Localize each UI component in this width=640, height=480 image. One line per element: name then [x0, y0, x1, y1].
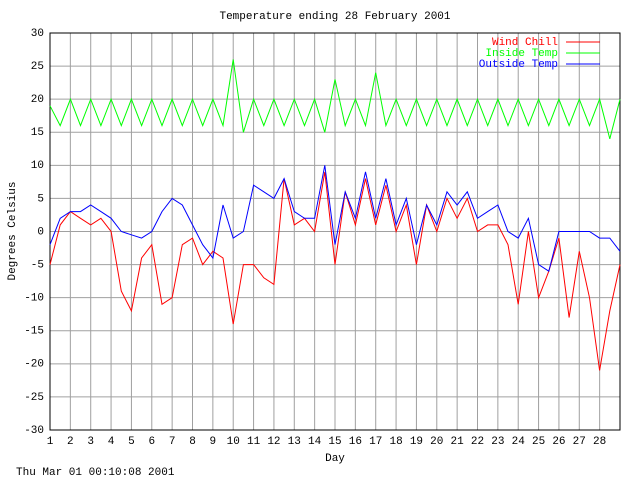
- y-tick-label: 0: [37, 226, 44, 238]
- x-tick-label: 3: [87, 436, 94, 448]
- y-tick-label: -20: [24, 359, 44, 371]
- y-tick-label: 25: [31, 61, 44, 73]
- y-tick-label: -5: [31, 259, 44, 271]
- series-line: [49, 165, 621, 272]
- x-tick-label: 14: [308, 436, 322, 448]
- y-tick-label: -10: [24, 293, 44, 305]
- x-tick-label: 25: [532, 436, 545, 448]
- x-tick-label: 24: [512, 436, 526, 448]
- legend-label: Outside Temp: [479, 59, 558, 71]
- x-tick-label: 6: [148, 436, 155, 448]
- y-tick-label: -15: [24, 326, 44, 338]
- x-tick-label: 22: [471, 436, 484, 448]
- y-tick-label: 5: [37, 193, 44, 205]
- x-tick-label: 16: [349, 436, 362, 448]
- y-axis-label: Degrees Celsius: [7, 181, 19, 280]
- x-tick-label: 9: [210, 436, 217, 448]
- x-tick-label: 10: [227, 436, 240, 448]
- x-tick-label: 26: [552, 436, 565, 448]
- x-tick-label: 19: [410, 436, 423, 448]
- x-tick-label: 23: [491, 436, 504, 448]
- x-tick-label: 1: [47, 436, 54, 448]
- y-tick-label: 10: [31, 160, 44, 172]
- x-axis-label: Day: [325, 453, 345, 465]
- x-tick-label: 20: [430, 436, 443, 448]
- x-tick-label: 21: [451, 436, 465, 448]
- plot-frame: [49, 32, 621, 431]
- x-tick-label: 8: [189, 436, 196, 448]
- x-tick-label: 17: [369, 436, 382, 448]
- y-tick-label: 15: [31, 127, 44, 139]
- y-tick-label: 20: [31, 94, 44, 106]
- x-tick-label: 5: [128, 436, 135, 448]
- legend-label: Inside Temp: [485, 48, 558, 60]
- x-tick-label: 4: [108, 436, 115, 448]
- x-tick-label: 15: [328, 436, 341, 448]
- x-tick-label: 28: [593, 436, 606, 448]
- x-tick-label: 11: [247, 436, 261, 448]
- x-tick-label: 18: [389, 436, 402, 448]
- y-tick-label: 30: [31, 28, 44, 40]
- series-line: [49, 171, 621, 371]
- x-tick-label: 27: [573, 436, 586, 448]
- x-tick-label: 7: [169, 436, 176, 448]
- chart-title: Temperature ending 28 February 2001: [219, 11, 450, 23]
- y-tick-label: -30: [24, 425, 44, 437]
- timestamp: Thu Mar 01 00:10:08 2001: [16, 467, 175, 479]
- x-tick-label: 2: [67, 436, 74, 448]
- legend-label: Wind Chill: [492, 37, 558, 49]
- series-line: [49, 59, 621, 140]
- x-tick-label: 13: [288, 436, 301, 448]
- y-tick-label: -25: [24, 392, 44, 404]
- x-tick-label: 12: [267, 436, 280, 448]
